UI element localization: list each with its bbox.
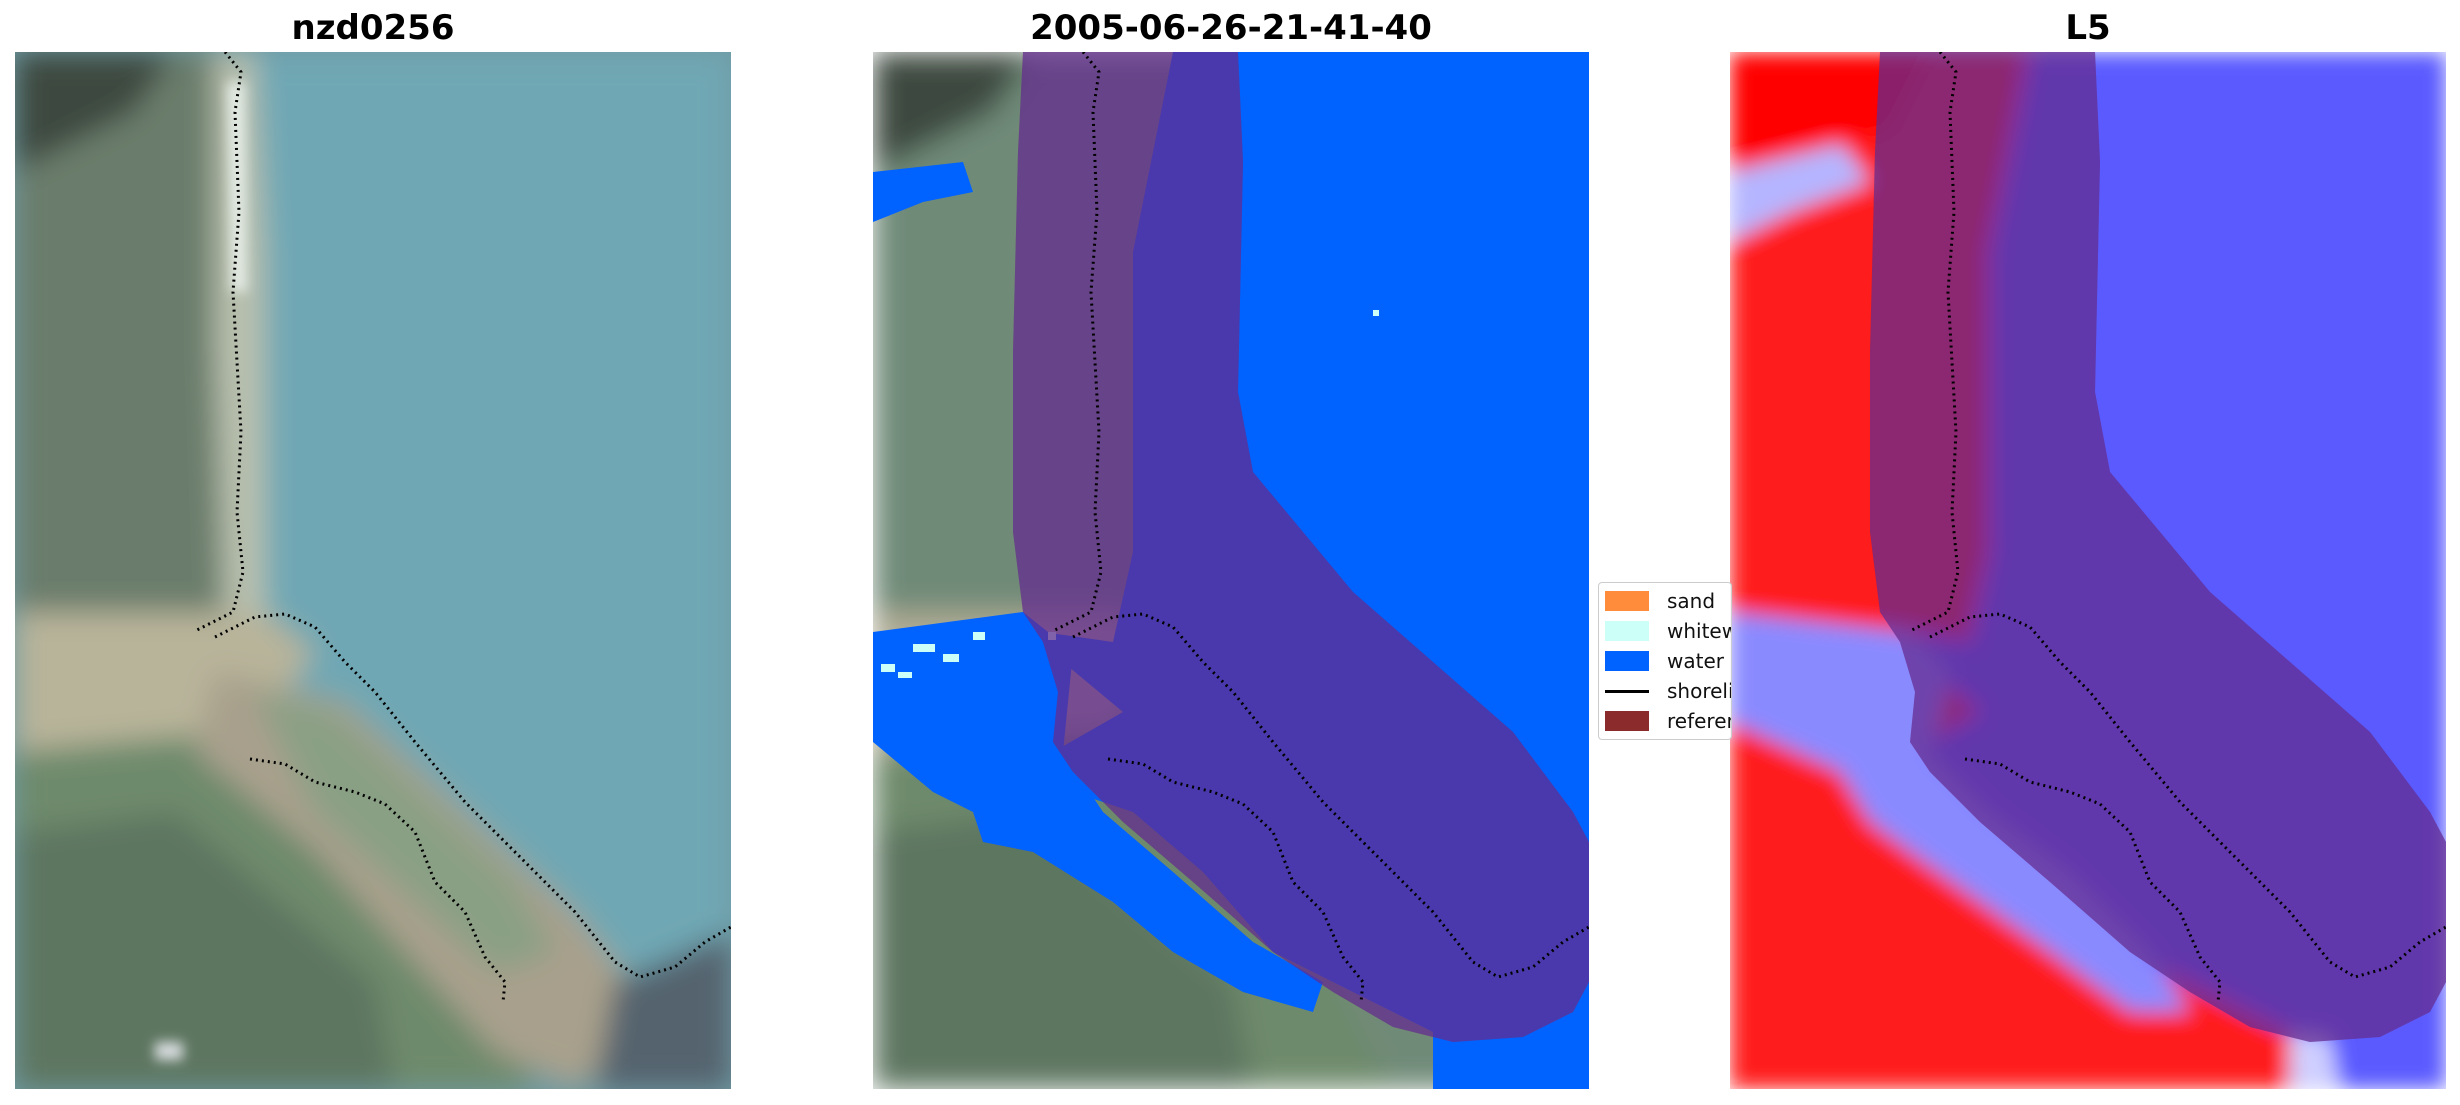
legend-item-water: water <box>1605 649 1724 673</box>
legend-item-shoreline: shoreline <box>1605 679 1731 703</box>
classification-panel <box>873 52 1589 1089</box>
panel-title-rgb: nzd0256 <box>291 8 455 48</box>
panel-title-index: L5 <box>2065 8 2111 48</box>
index-image <box>1730 52 2446 1089</box>
sand-swatch <box>1605 591 1649 611</box>
reference-buffer-swatch <box>1605 711 1649 731</box>
legend-item-reference-buffer: reference shoreline buffer <box>1605 709 1731 733</box>
legend-label: shoreline <box>1667 679 1731 703</box>
shoreline-line-swatch <box>1605 681 1649 701</box>
rgb-satellite-image <box>15 52 731 1089</box>
panel-title-classification: 2005-06-26-21-41-40 <box>1030 8 1432 48</box>
whitewater-swatch <box>1605 621 1649 641</box>
legend-label: reference shoreline buffer <box>1667 709 1731 733</box>
legend-label: sand <box>1667 589 1716 613</box>
water-swatch <box>1605 651 1649 671</box>
rgb-image-panel <box>15 52 731 1089</box>
classified-image <box>873 52 1589 1089</box>
index-panel <box>1730 52 2446 1089</box>
legend-label: water <box>1667 649 1724 673</box>
legend-item-sand: sand <box>1605 589 1715 613</box>
